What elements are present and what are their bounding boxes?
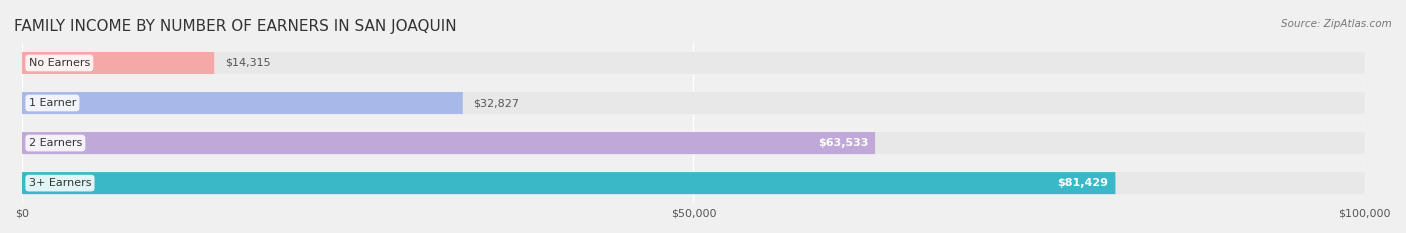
Text: No Earners: No Earners — [28, 58, 90, 68]
Text: $14,315: $14,315 — [225, 58, 270, 68]
Text: $63,533: $63,533 — [818, 138, 869, 148]
FancyBboxPatch shape — [22, 52, 1365, 74]
FancyBboxPatch shape — [22, 92, 463, 114]
Text: Source: ZipAtlas.com: Source: ZipAtlas.com — [1281, 19, 1392, 29]
Text: 1 Earner: 1 Earner — [28, 98, 76, 108]
FancyBboxPatch shape — [22, 172, 1365, 194]
Text: $32,827: $32,827 — [474, 98, 520, 108]
FancyBboxPatch shape — [22, 132, 875, 154]
FancyBboxPatch shape — [22, 52, 214, 74]
Text: FAMILY INCOME BY NUMBER OF EARNERS IN SAN JOAQUIN: FAMILY INCOME BY NUMBER OF EARNERS IN SA… — [14, 19, 457, 34]
FancyBboxPatch shape — [22, 132, 1365, 154]
Text: $81,429: $81,429 — [1057, 178, 1109, 188]
FancyBboxPatch shape — [22, 172, 1115, 194]
Text: 3+ Earners: 3+ Earners — [28, 178, 91, 188]
Text: 2 Earners: 2 Earners — [28, 138, 82, 148]
FancyBboxPatch shape — [22, 92, 1365, 114]
